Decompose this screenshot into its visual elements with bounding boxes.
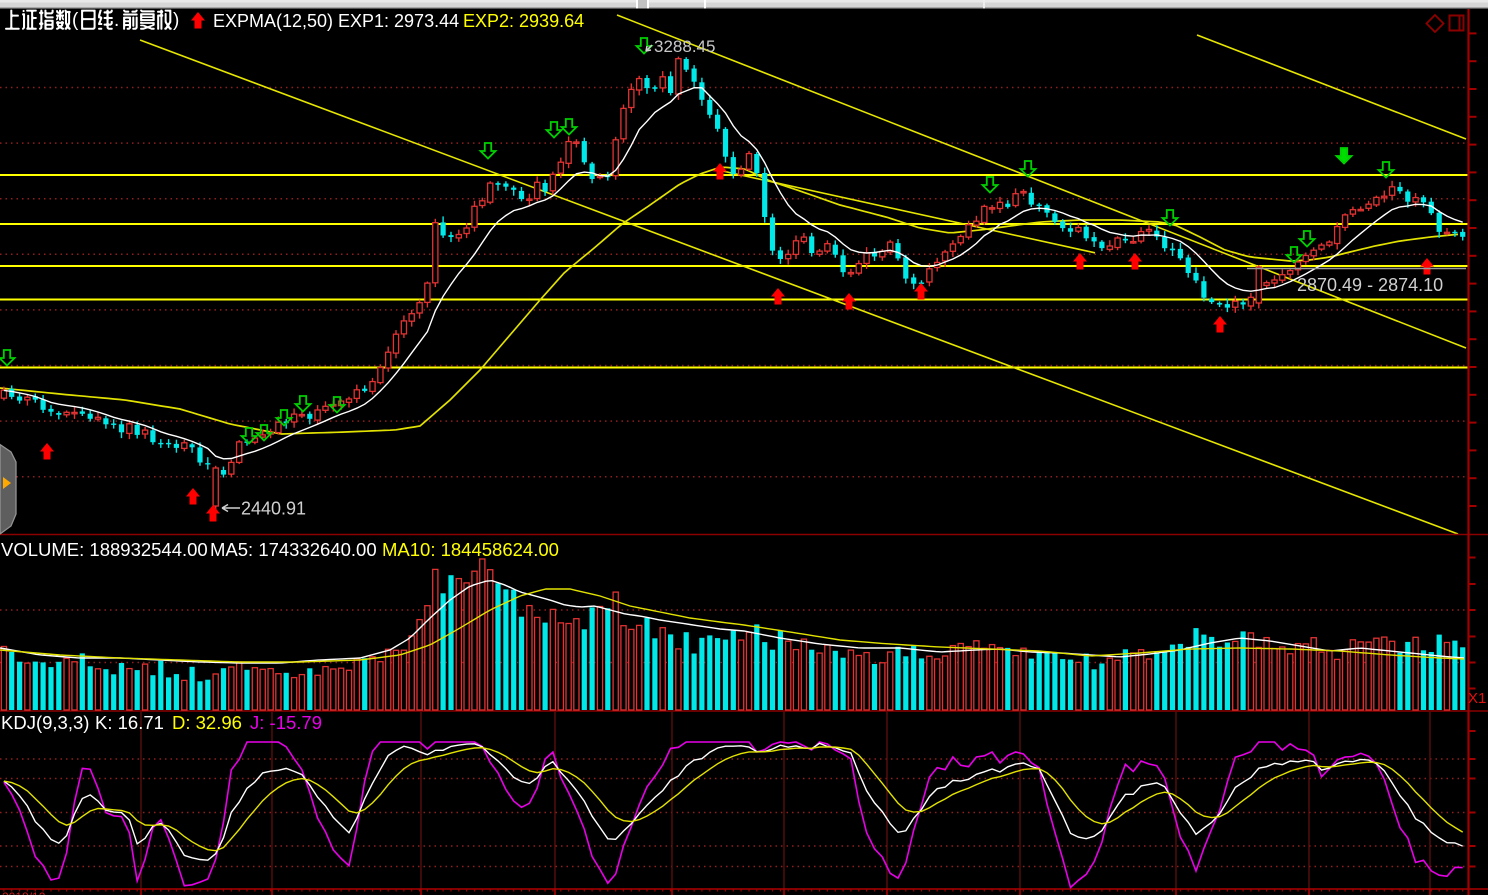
svg-text:): ) bbox=[173, 10, 179, 31]
svg-text:X1: X1 bbox=[1468, 690, 1486, 707]
svg-text:D: 32.96: D: 32.96 bbox=[172, 712, 242, 733]
svg-text:VOLUME: 188932544.00: VOLUME: 188932544.00 bbox=[1, 539, 208, 560]
svg-text:2440.91: 2440.91 bbox=[241, 499, 306, 519]
svg-text:EXP2: 2939.64: EXP2: 2939.64 bbox=[463, 11, 584, 31]
svg-text:.: . bbox=[114, 10, 119, 31]
svg-text:2870.49 - 2874.10: 2870.49 - 2874.10 bbox=[1297, 275, 1443, 295]
svg-text:J: -15.79: J: -15.79 bbox=[250, 712, 322, 733]
svg-text:MA10: 184458624.00: MA10: 184458624.00 bbox=[382, 539, 559, 560]
svg-text:MA5: 174332640.00: MA5: 174332640.00 bbox=[210, 539, 377, 560]
svg-text:KDJ(9,3,3): KDJ(9,3,3) bbox=[1, 712, 89, 733]
svg-text:K: 16.71: K: 16.71 bbox=[95, 712, 164, 733]
svg-text:(: ( bbox=[72, 10, 79, 31]
svg-text:EXPMA(12,50): EXPMA(12,50) bbox=[213, 11, 333, 31]
svg-text:2018/12: 2018/12 bbox=[2, 890, 46, 895]
svg-text:EXP1: 2973.44: EXP1: 2973.44 bbox=[338, 11, 459, 31]
svg-text:3288.45: 3288.45 bbox=[654, 37, 715, 56]
